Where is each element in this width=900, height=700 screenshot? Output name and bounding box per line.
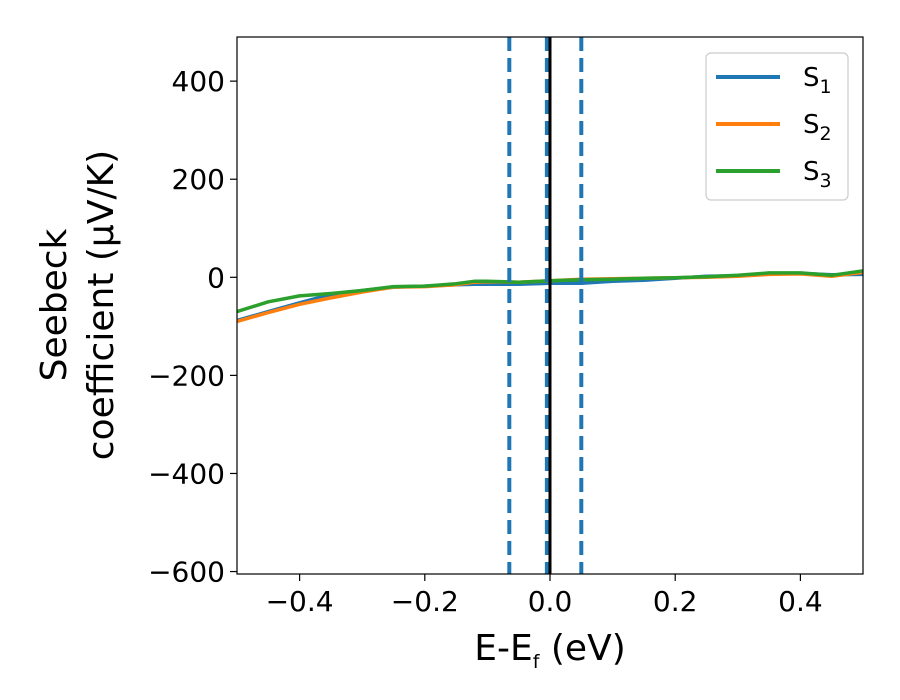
y-tick-label-2: 0 <box>207 261 225 294</box>
legend-entry-s1: S1 <box>716 63 832 98</box>
y-tick-label-0: 400 <box>172 65 225 98</box>
legend-entry-s3: S3 <box>716 157 832 192</box>
legend-label-s3: S3 <box>803 157 832 192</box>
legend-box <box>705 52 849 201</box>
y-axis-label-line2: coefficient (μV/K) <box>81 150 122 460</box>
x-tick-label-0: −0.4 <box>266 585 334 618</box>
x-tick-label-2: 0.0 <box>528 585 573 618</box>
y-tick-label-5: −600 <box>148 556 225 589</box>
legend-label-s2: S2 <box>803 110 832 145</box>
y-tick-label-4: −400 <box>148 457 225 490</box>
y-tick-label-3: −200 <box>148 359 225 392</box>
series-line-s3 <box>237 269 863 314</box>
x-axis-label: E-Ef (eV) <box>474 628 626 673</box>
y-axis-label-line1: Seebeck <box>34 228 75 381</box>
y-tick-label-1: 200 <box>172 163 225 196</box>
plot-area: −0.4 −0.2 0.0 0.2 0.4 400 200 0 −200 −400 −600 <box>148 36 864 618</box>
legend-label-s1: S1 <box>803 63 832 98</box>
legend-entry-s2: S2 <box>716 110 832 145</box>
legend: S1 S2 S3 <box>705 52 849 201</box>
x-tick-label-3: 0.2 <box>653 585 698 618</box>
x-tick-label-1: −0.2 <box>391 585 459 618</box>
x-tick-label-4: 0.4 <box>778 585 823 618</box>
y-axis-label: Seebeck coefficient (μV/K) <box>34 150 122 460</box>
